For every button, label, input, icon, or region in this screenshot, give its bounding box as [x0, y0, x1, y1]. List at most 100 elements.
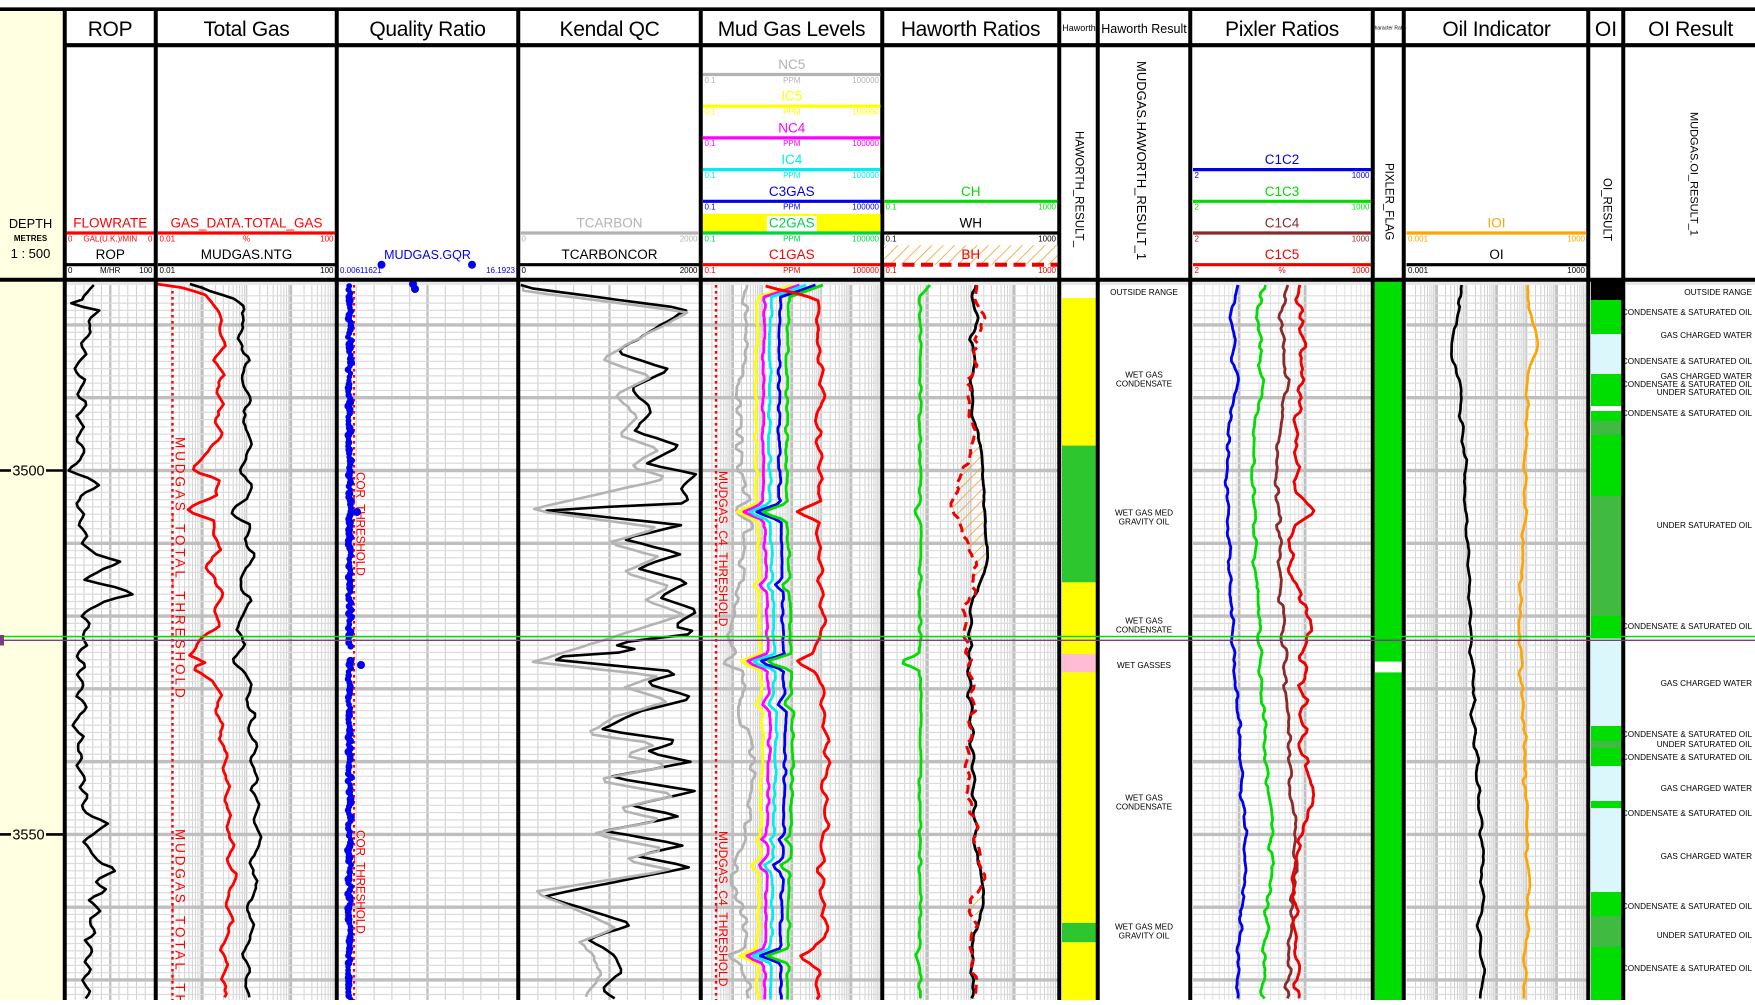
- svg-text:2: 2: [1195, 266, 1200, 275]
- svg-text:OUTSIDE RANGE: OUTSIDE RANGE: [1684, 288, 1752, 297]
- svg-text:0.1: 0.1: [886, 266, 898, 275]
- svg-text:%: %: [1278, 266, 1285, 275]
- svg-text:0.01: 0.01: [160, 234, 176, 243]
- svg-text:Oil Indicator: Oil Indicator: [1442, 18, 1550, 41]
- svg-text:100: 100: [320, 266, 334, 275]
- svg-text:MUDGAS.HAWORTH_RESULT_1: MUDGAS.HAWORTH_RESULT_1: [1134, 61, 1149, 260]
- svg-text:CONDENSATE: CONDENSATE: [1116, 380, 1173, 389]
- svg-text:PPM: PPM: [783, 234, 801, 243]
- svg-text:0.1: 0.1: [705, 203, 717, 212]
- svg-text:PPM: PPM: [783, 203, 801, 212]
- svg-text:1000: 1000: [1352, 171, 1370, 180]
- svg-text:100: 100: [139, 266, 153, 275]
- svg-text:Pixler Ratios: Pixler Ratios: [1225, 18, 1339, 41]
- svg-text:UNDER SATURATED OIL: UNDER SATURATED OIL: [1657, 388, 1753, 397]
- svg-text:100000: 100000: [852, 234, 879, 243]
- svg-text:2: 2: [1195, 171, 1200, 180]
- svg-text:WET GAS MED: WET GAS MED: [1115, 508, 1173, 517]
- svg-text:MUDGAS_C4_THRESHOLD: MUDGAS_C4_THRESHOLD: [716, 831, 730, 987]
- svg-text:MUDGAS_TOTAL_THRESHOLD: MUDGAS_TOTAL_THRESHOLD: [173, 829, 188, 1000]
- svg-text:1000: 1000: [1352, 266, 1370, 275]
- svg-text:GAS_DATA.TOTAL_GAS: GAS_DATA.TOTAL_GAS: [170, 216, 322, 231]
- svg-text:1000: 1000: [1352, 203, 1370, 212]
- svg-text:IOI: IOI: [1487, 216, 1505, 231]
- svg-text:Haworth Result: Haworth Result: [1101, 22, 1187, 36]
- svg-text:METRES: METRES: [14, 234, 48, 243]
- svg-text:MUDGAS_C4_THRESHOLD: MUDGAS_C4_THRESHOLD: [716, 471, 730, 627]
- svg-text:COR_THRESHOLD: COR_THRESHOLD: [354, 472, 368, 576]
- svg-text:PPM: PPM: [783, 76, 801, 85]
- svg-text:TCARBON: TCARBON: [576, 216, 642, 231]
- svg-text:Mud Gas Levels: Mud Gas Levels: [718, 18, 866, 41]
- svg-text:0: 0: [148, 234, 153, 243]
- svg-text:C1C4: C1C4: [1265, 216, 1300, 231]
- svg-text:CH: CH: [961, 184, 981, 199]
- svg-text:GAL(U.K.)/MIN: GAL(U.K.)/MIN: [83, 234, 137, 243]
- svg-text:WET GAS: WET GAS: [1125, 793, 1163, 802]
- svg-text:ROP: ROP: [96, 247, 125, 262]
- svg-text:UNDER SATURATED OIL: UNDER SATURATED OIL: [1657, 931, 1753, 940]
- svg-text:3550: 3550: [12, 827, 44, 843]
- svg-text:0: 0: [68, 266, 73, 275]
- svg-text:C1GAS: C1GAS: [769, 247, 815, 262]
- svg-text:1000: 1000: [1038, 203, 1056, 212]
- svg-text:CONDENSATE & SATURATED OIL: CONDENSATE & SATURATED OIL: [1622, 622, 1753, 631]
- svg-text:MUDGAS.GQR: MUDGAS.GQR: [384, 248, 471, 262]
- svg-text:GRAVITY OIL: GRAVITY OIL: [1119, 932, 1170, 941]
- svg-text:PPM: PPM: [783, 266, 801, 275]
- svg-text:WET GASSES: WET GASSES: [1117, 661, 1172, 670]
- svg-text:C3GAS: C3GAS: [769, 184, 815, 199]
- svg-text:0.00611621: 0.00611621: [340, 266, 382, 275]
- svg-text:0.1: 0.1: [705, 171, 717, 180]
- svg-text:CONDENSATE & SATURATED OIL: CONDENSATE & SATURATED OIL: [1622, 308, 1753, 317]
- svg-text:Character Ratio: Character Ratio: [1371, 26, 1406, 32]
- svg-text:2: 2: [1195, 203, 1200, 212]
- svg-text:Total Gas: Total Gas: [203, 18, 289, 41]
- svg-text:TCARBONCOR: TCARBONCOR: [561, 247, 657, 262]
- svg-text:100000: 100000: [852, 266, 879, 275]
- svg-text:NC5: NC5: [778, 57, 805, 72]
- svg-text:Haworth: Haworth: [1062, 23, 1096, 33]
- svg-text:100000: 100000: [852, 108, 879, 117]
- svg-text:OI: OI: [1595, 18, 1617, 41]
- svg-text:1000: 1000: [1038, 266, 1056, 275]
- svg-text:2000: 2000: [680, 234, 698, 243]
- svg-text:GAS CHARGED WATER: GAS CHARGED WATER: [1661, 331, 1753, 340]
- svg-text:C1C2: C1C2: [1265, 152, 1300, 167]
- svg-text:CONDENSATE & SATURATED OIL: CONDENSATE & SATURATED OIL: [1622, 964, 1753, 973]
- svg-text:CONDENSATE: CONDENSATE: [1116, 803, 1173, 812]
- svg-text:CONDENSATE & SATURATED OIL: CONDENSATE & SATURATED OIL: [1622, 753, 1753, 762]
- svg-text:DEPTH: DEPTH: [9, 216, 52, 231]
- svg-text:0.1: 0.1: [886, 203, 898, 212]
- svg-text:CONDENSATE & SATURATED OIL: CONDENSATE & SATURATED OIL: [1622, 357, 1753, 366]
- svg-text:WET GAS: WET GAS: [1125, 616, 1163, 625]
- svg-text:0.01: 0.01: [160, 266, 176, 275]
- svg-text:WET GAS: WET GAS: [1125, 370, 1163, 379]
- svg-text:2: 2: [1195, 234, 1200, 243]
- svg-text:C2GAS: C2GAS: [769, 216, 815, 231]
- svg-text:OI: OI: [1489, 247, 1503, 262]
- svg-text:16.1923: 16.1923: [486, 266, 515, 275]
- svg-text:1 : 500: 1 : 500: [11, 246, 51, 261]
- svg-text:1000: 1000: [1567, 266, 1585, 275]
- svg-text:100000: 100000: [852, 139, 879, 148]
- svg-text:0.1: 0.1: [705, 266, 717, 275]
- svg-text:0.1: 0.1: [705, 76, 717, 85]
- svg-text:0.001: 0.001: [1408, 266, 1429, 275]
- svg-text:CONDENSATE & SATURATED OIL: CONDENSATE & SATURATED OIL: [1622, 409, 1753, 418]
- svg-text:MUDGAS.OI_RESULT_1: MUDGAS.OI_RESULT_1: [1688, 112, 1700, 236]
- svg-text:0.1: 0.1: [705, 234, 717, 243]
- svg-text:1000: 1000: [1352, 234, 1370, 243]
- svg-text:OI_RESULT: OI_RESULT: [1601, 178, 1613, 241]
- svg-text:C1C3: C1C3: [1265, 184, 1300, 199]
- svg-text:PIXLER_FLAG: PIXLER_FLAG: [1383, 163, 1395, 240]
- svg-text:MUDGAS.NTG: MUDGAS.NTG: [201, 247, 293, 262]
- svg-text:3500: 3500: [12, 464, 44, 480]
- svg-text:UNDER SATURATED OIL: UNDER SATURATED OIL: [1657, 521, 1753, 530]
- svg-text:0.1: 0.1: [705, 139, 717, 148]
- svg-text:OUTSIDE RANGE: OUTSIDE RANGE: [1110, 288, 1178, 297]
- svg-text:IC4: IC4: [781, 152, 803, 167]
- svg-text:M/HR: M/HR: [100, 266, 121, 275]
- svg-text:PPM: PPM: [783, 139, 801, 148]
- svg-text:0.1: 0.1: [886, 234, 898, 243]
